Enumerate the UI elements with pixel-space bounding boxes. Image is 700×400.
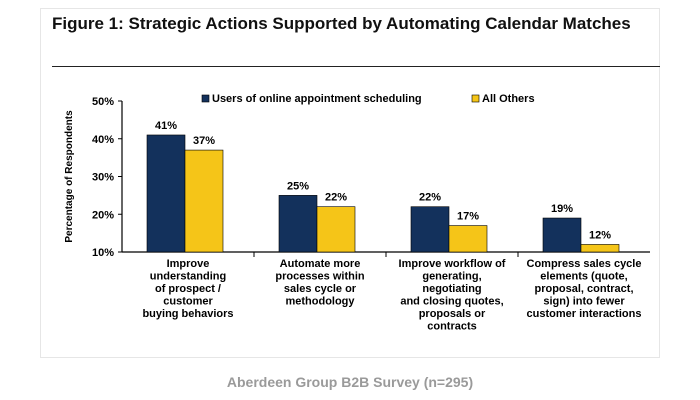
data-label: 22% xyxy=(325,192,347,204)
x-category-label: proposal, contract, xyxy=(534,283,633,295)
x-category-label: customer interactions xyxy=(527,308,642,320)
x-category-label: Automate more xyxy=(280,258,361,270)
bar-users xyxy=(542,217,582,253)
x-category-label: Improve xyxy=(167,258,210,270)
data-label: 37% xyxy=(193,135,215,147)
legend-label: All Others xyxy=(482,93,535,105)
bar-users xyxy=(410,206,450,253)
bar-users xyxy=(146,134,186,253)
bar-others xyxy=(580,244,620,253)
x-category-label: understanding xyxy=(150,271,226,283)
data-label: 41% xyxy=(155,120,177,132)
bar-others xyxy=(184,149,224,253)
y-tick-label: 40% xyxy=(92,134,114,146)
legend-label: Users of online appointment scheduling xyxy=(212,93,422,105)
bar-others xyxy=(448,225,488,253)
title-divider xyxy=(52,66,660,67)
data-label: 25% xyxy=(287,180,309,192)
x-category-label: Compress sales cycle xyxy=(527,258,642,270)
bar-users xyxy=(278,195,318,253)
figure-caption: Aberdeen Group B2B Survey (n=295) xyxy=(226,374,474,390)
figure-title: Figure 1: Strategic Actions Supported by… xyxy=(52,14,631,33)
x-category-label: generating, xyxy=(422,271,481,283)
y-axis-label: Percentage of Respondents xyxy=(64,110,75,243)
x-category-label: negotiating xyxy=(422,283,481,295)
x-category-label: and closing quotes, xyxy=(400,296,503,308)
x-category-label: proposals or xyxy=(419,308,486,320)
data-label: 22% xyxy=(419,192,441,204)
x-category-label: processes within xyxy=(275,271,365,283)
x-category-label: of prospect / xyxy=(155,283,221,295)
legend-swatch xyxy=(471,94,480,103)
x-category-label: sign) into fewer xyxy=(543,296,625,308)
y-tick-label: 50% xyxy=(92,96,114,108)
data-label: 12% xyxy=(589,229,611,241)
x-category-label: sales cycle or xyxy=(284,283,357,295)
x-category-label: buying behaviors xyxy=(142,308,233,320)
legend-swatch xyxy=(201,94,210,103)
x-category-label: Improve workflow of xyxy=(399,258,506,270)
x-category-label: elements (quote, xyxy=(540,271,627,283)
y-tick-label: 20% xyxy=(92,209,114,221)
y-tick-label: 10% xyxy=(92,247,114,259)
x-category-label: methodology xyxy=(285,296,355,308)
data-label: 19% xyxy=(551,203,573,215)
data-label: 17% xyxy=(457,211,479,223)
y-tick-label: 30% xyxy=(92,172,114,184)
x-category-label: customer xyxy=(163,296,213,308)
bar-chart: 10% 20% 30% 40% 50% Percentage of Respondents… xyxy=(64,93,650,333)
bar-others xyxy=(316,206,356,253)
x-category-label: contracts xyxy=(427,321,477,333)
